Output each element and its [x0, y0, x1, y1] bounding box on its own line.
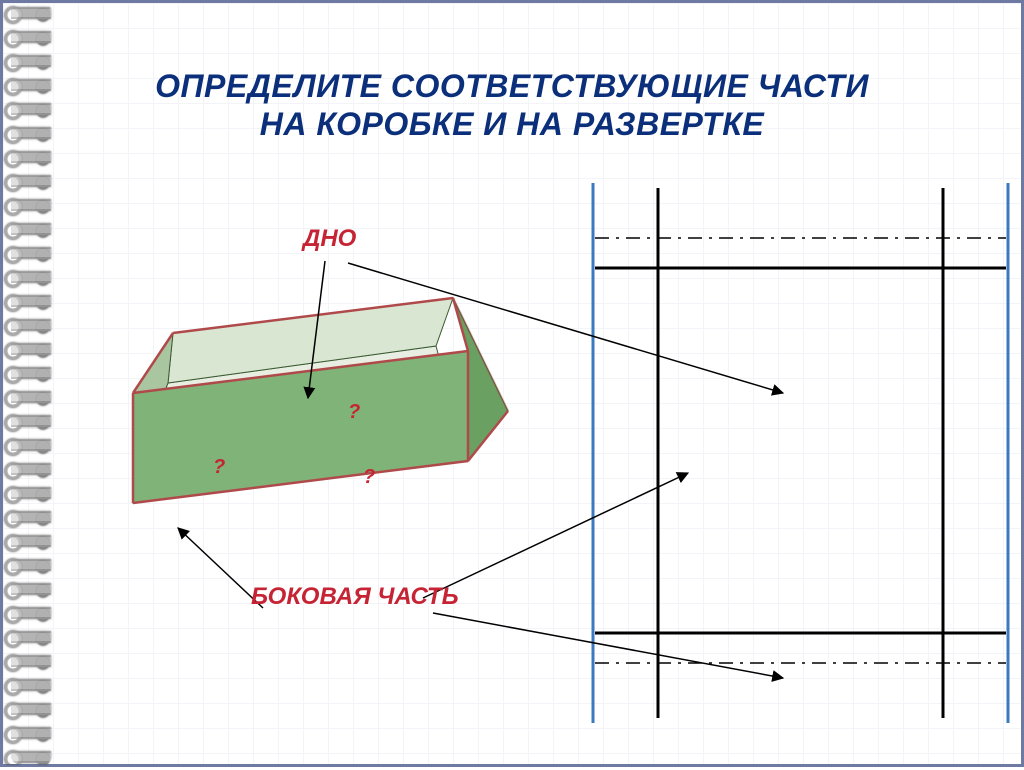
label-dno: ДНО [303, 225, 356, 253]
arrow-side-2 [433, 613, 783, 678]
label-side: БОКОВАЯ ЧАСТЬ [251, 583, 459, 611]
arrow-side-1 [423, 473, 688, 598]
worksheet-page: { "title": { "text": "ОПРЕДЕЛИТЕ СООТВЕТ… [0, 0, 1024, 767]
arrows-layer [3, 3, 1024, 770]
arrow-dno [348, 263, 783, 393]
arrow-dno-to-box [308, 261, 325, 398]
